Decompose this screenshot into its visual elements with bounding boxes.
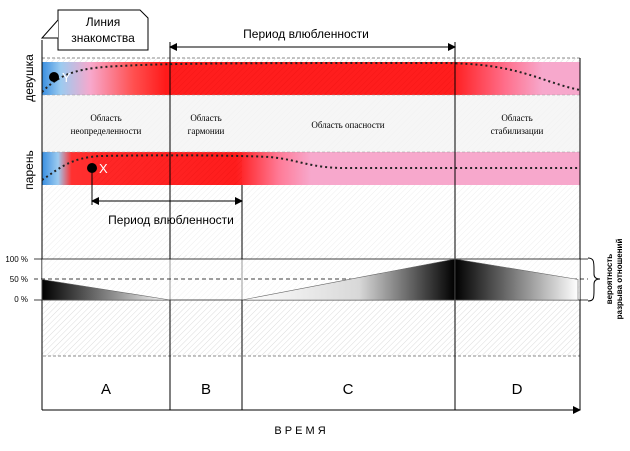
girl-marker-label: Y	[62, 70, 71, 85]
boy-row-label: парень	[22, 150, 36, 189]
top-period-label: Период влюбленности	[243, 27, 369, 41]
probability-bracket	[587, 257, 601, 302]
right-axis-label-1: вероятность	[605, 254, 614, 304]
tick-100: 100 %	[5, 255, 28, 264]
bottom-period-label: Период влюбленности	[108, 213, 234, 227]
probability-segment-a	[41, 279, 171, 301]
region-uncertainty-line2: неопределенности	[71, 126, 142, 136]
boy-band-hatch	[92, 152, 242, 185]
probability-segment-d	[454, 258, 579, 301]
boy-marker-label: X	[99, 161, 108, 176]
region-uncertainty-line1: Область	[90, 113, 121, 123]
callout-pointer	[40, 19, 59, 39]
neutral-zone-band-lower	[42, 185, 580, 255]
tick-50: 50 %	[10, 275, 28, 284]
region-danger-line1: Область опасности	[311, 120, 384, 130]
meeting-line-callout-box	[57, 9, 149, 51]
region-harmony-line1: Область	[190, 113, 221, 123]
meeting-line-label-1: Линия	[86, 15, 120, 29]
meeting-line-label-2: знакомства	[71, 31, 135, 45]
region-stabilization-line2: стабилизации	[491, 126, 544, 136]
time-axis-label: В Р Е М Я	[274, 425, 325, 437]
phase-label-a: A	[101, 381, 111, 398]
region-harmony-line2: гармонии	[188, 126, 225, 136]
phase-label-c: C	[343, 381, 354, 398]
region-stabilization-line1: Область	[501, 113, 532, 123]
probability-shapes	[41, 258, 579, 301]
phase-label-b: B	[201, 381, 211, 398]
girl-row-label: девушка	[22, 54, 36, 102]
girl-band-hatch	[170, 62, 455, 95]
neutral-zone-band	[42, 95, 580, 152]
tick-0: 0 %	[14, 295, 28, 304]
right-axis-label-2: разрыва отношений	[615, 239, 624, 320]
boy-attraction-curve	[41, 154, 580, 181]
phase-label-d: D	[512, 381, 523, 398]
girl-marker-dot	[49, 72, 59, 82]
